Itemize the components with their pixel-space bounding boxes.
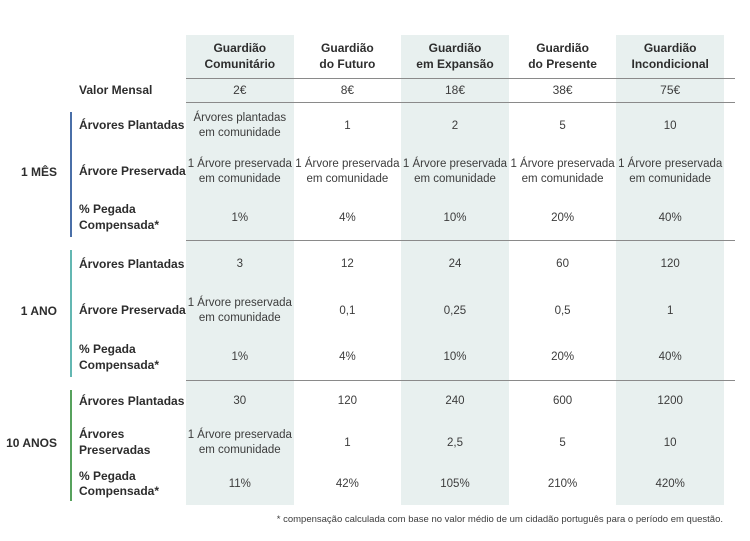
metric-label: % Pegada Compensada*: [79, 342, 160, 372]
section-10-anos: 10 ANOS Árvores Plantadas 30 120 240 600…: [0, 381, 724, 505]
metric-value: 1 Árvore preservada em comunidade: [510, 158, 615, 185]
monthly-price: 18€: [444, 83, 465, 98]
metric-label: Árvores Plantadas: [79, 393, 185, 408]
metric-value: 10%: [443, 211, 467, 224]
metric-value: 0,25: [443, 304, 467, 317]
metric-value: 30: [233, 395, 247, 408]
metric-value: Árvores plantadas em comunidade: [193, 112, 287, 139]
metric-value: 105%: [440, 477, 470, 490]
footnote: * compensação calculada com base no valo…: [276, 514, 723, 525]
monthly-price: 38€: [552, 83, 573, 98]
metric-value: 1 Árvore preservada em comunidade: [402, 158, 508, 185]
section-divider-line-2: [186, 380, 735, 381]
header-spacer: [0, 35, 186, 79]
metric-value: 1 Árvore preservada em comunidade: [295, 158, 400, 185]
metric-value: 4%: [339, 211, 356, 224]
metric-label: Árvores Plantadas: [79, 256, 185, 271]
metric-value: 1: [344, 436, 351, 449]
metric-value: 10: [663, 436, 677, 449]
metric-value: 10: [663, 119, 677, 132]
plan-header-incondicional: Guardião Incondicional: [631, 41, 709, 71]
metric-value: 12: [340, 257, 354, 270]
metric-label: % Pegada Compensada*: [79, 202, 160, 232]
metric-value: 210%: [547, 477, 578, 490]
metric-value: 1%: [231, 351, 249, 364]
monthly-price: 75€: [660, 83, 681, 98]
valor-mensal-label: Valor Mensal: [79, 83, 153, 98]
period-label-10-anos: 10 ANOS: [6, 436, 57, 450]
metric-label: Árvore Preservada: [79, 303, 186, 318]
metric-value: 20%: [551, 211, 575, 224]
metric-label: Árvores Plantadas: [79, 118, 185, 133]
metric-label: Árvore Preservada: [79, 164, 186, 179]
metric-value: 40%: [658, 351, 682, 364]
metric-value: 20%: [551, 351, 575, 364]
metric-value: 3: [236, 257, 243, 270]
metric-label: Árvores Preservadas: [79, 427, 151, 457]
metric-value: 40%: [658, 211, 682, 224]
valor-mensal-row: Valor Mensal 2€ 8€ 18€ 38€ 75€: [0, 79, 724, 103]
header-divider-line: [186, 78, 735, 79]
section-1-ano: 1 ANO Árvores Plantadas 3 12 24 60 120 Á…: [0, 241, 724, 381]
monthly-price: 8€: [340, 83, 355, 98]
metric-value: 2: [451, 119, 459, 132]
metric-value: 11%: [228, 477, 251, 490]
plan-header-comunitario: Guardião Comunitário: [204, 41, 276, 71]
monthly-price: 2€: [233, 83, 247, 98]
valor-mensal-divider-line: [186, 102, 735, 103]
metric-value: 1200: [657, 395, 683, 408]
metric-value: 24: [448, 257, 462, 270]
metric-value: 1: [666, 304, 674, 317]
metric-value: 120: [660, 257, 680, 270]
metric-value: 5: [559, 436, 566, 449]
metric-value: 42%: [335, 477, 359, 490]
metric-value: 420%: [655, 477, 685, 490]
column-band-comunitario: [186, 35, 294, 505]
period-accent-bar-1-ano: [70, 250, 72, 377]
metric-value: 600: [552, 395, 573, 408]
metric-value: 5: [559, 119, 566, 132]
column-band-incondicional: [616, 35, 724, 505]
period-accent-bar-10-anos: [70, 390, 72, 501]
metric-value: 0,1: [339, 304, 356, 317]
metric-value: 4%: [339, 351, 356, 364]
metric-label: % Pegada Compensada*: [79, 468, 160, 499]
column-band-em-expansao: [401, 35, 509, 505]
plan-header-row: Guardião Comunitário Guardião do Futuro …: [0, 35, 724, 79]
metric-value: 1%: [231, 211, 249, 224]
plan-header-em-expansao: Guardião em Expansão: [416, 41, 494, 71]
metric-value: 1 Árvore preservada em comunidade: [187, 297, 292, 324]
metric-value: 10%: [443, 351, 467, 364]
period-label-1-mes: 1 MÊS: [20, 165, 57, 179]
metric-value: 2,5: [446, 436, 463, 449]
metric-value: 0,5: [554, 304, 571, 317]
metric-value: 1: [344, 119, 351, 132]
metric-value: 240: [445, 395, 465, 408]
plan-header-do-futuro: Guardião do Futuro: [319, 41, 376, 71]
metric-value: 1 Árvore preservada em comunidade: [187, 158, 292, 185]
metric-value: 60: [556, 257, 569, 270]
metric-value: 1 Árvore preservada em comunidade: [187, 429, 292, 456]
metric-value: 1 Árvore preservada em comunidade: [618, 158, 723, 185]
section-divider-line-1: [186, 240, 735, 241]
period-label-1-ano: 1 ANO: [20, 304, 57, 318]
plan-header-do-presente: Guardião do Presente: [528, 41, 597, 71]
period-accent-bar-1-mes: [70, 112, 72, 237]
metric-value: 120: [337, 395, 357, 408]
section-1-mes: 1 MÊS Árvores Plantadas Árvores plantada…: [0, 103, 724, 241]
